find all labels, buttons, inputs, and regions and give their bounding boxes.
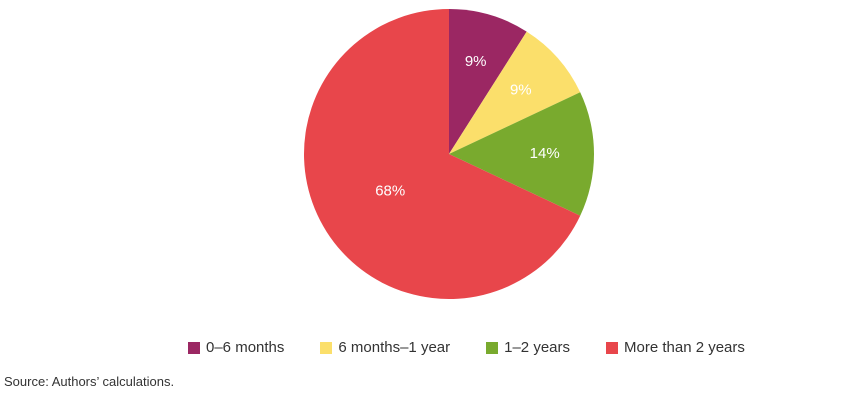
legend-swatch [486, 341, 499, 354]
legend-item-1-2-years: 1–2 years [486, 339, 570, 356]
legend-label: 0–6 months [206, 339, 285, 356]
slice-label-6-months-1-year: 9% [510, 82, 532, 99]
pie-slice-more-than-2-years [304, 9, 581, 299]
chart-legend: 0–6 months 6 months–1 year 1–2 years Mor… [188, 339, 745, 356]
legend-item-0-6-months: 0–6 months [188, 339, 284, 356]
legend-swatch [606, 341, 618, 354]
source-note: Source: Authors’ calculations. [4, 374, 175, 389]
pie-slice-0-6-months [449, 9, 527, 154]
pie-slice-6-months-1-year [449, 31, 581, 155]
legend-label: 1–2 years [504, 339, 570, 356]
legend-swatch [188, 341, 200, 354]
slice-label-more-than-2-years: 68% [375, 182, 405, 199]
legend-label: 6 months–1 year [338, 339, 451, 356]
slice-label-0-6-months: 9% [465, 53, 487, 70]
slice-label-1-2-years: 14% [530, 145, 560, 162]
legend-swatch [320, 341, 333, 354]
legend-label: More than 2 years [624, 339, 745, 356]
pie-slice-1-2-years [449, 92, 594, 216]
legend-item-6-months-1-year: 6 months–1 year [320, 339, 450, 356]
pie-chart: 9% 9% 14% 68% [304, 9, 594, 299]
legend-item-more-than-2-years: More than 2 years [606, 339, 745, 356]
